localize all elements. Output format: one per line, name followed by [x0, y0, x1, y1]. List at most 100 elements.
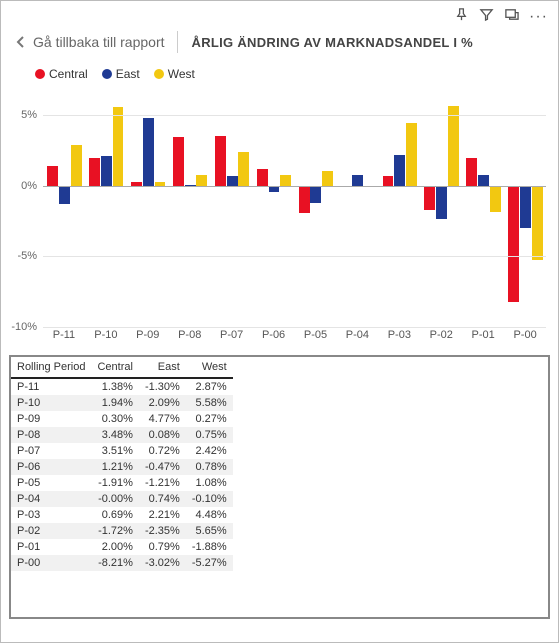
- bar-group: [504, 87, 546, 327]
- bar[interactable]: [59, 186, 70, 204]
- bar[interactable]: [143, 118, 154, 185]
- table-cell: P-11: [11, 378, 91, 395]
- bar[interactable]: [352, 175, 363, 185]
- table-cell: P-01: [11, 539, 91, 555]
- y-tick-label: -5%: [17, 250, 37, 262]
- table-row[interactable]: P-073.51%0.72%2.42%: [11, 443, 233, 459]
- bar[interactable]: [280, 175, 291, 186]
- x-tick-label: P-02: [420, 329, 462, 347]
- table-cell: -0.10%: [186, 491, 233, 507]
- table-cell: -1.21%: [139, 475, 186, 491]
- table-row[interactable]: P-083.48%0.08%0.75%: [11, 427, 233, 443]
- pin-icon[interactable]: [454, 7, 469, 27]
- table-row[interactable]: P-111.38%-1.30%2.87%: [11, 378, 233, 395]
- table-header-cell: Rolling Period: [11, 357, 91, 378]
- table-cell: 5.65%: [186, 523, 233, 539]
- x-tick-label: P-03: [378, 329, 420, 347]
- bar-group: [420, 87, 462, 327]
- bar-group: [43, 87, 85, 327]
- bar-group: [462, 87, 504, 327]
- bar[interactable]: [383, 176, 394, 186]
- more-icon[interactable]: ···: [529, 9, 548, 25]
- filter-icon[interactable]: [479, 7, 494, 27]
- bar[interactable]: [101, 156, 112, 186]
- table-row[interactable]: P-090.30%4.77%0.27%: [11, 411, 233, 427]
- bar[interactable]: [299, 186, 310, 213]
- table-cell: P-10: [11, 395, 91, 411]
- bar[interactable]: [257, 169, 268, 186]
- bar[interactable]: [322, 171, 333, 186]
- focus-icon[interactable]: [504, 7, 519, 27]
- table-row[interactable]: P-101.94%2.09%5.58%: [11, 395, 233, 411]
- gridline: [43, 256, 546, 257]
- legend-item[interactable]: East: [102, 67, 140, 81]
- table-row[interactable]: P-00-8.21%-3.02%-5.27%: [11, 555, 233, 571]
- bar[interactable]: [227, 176, 238, 186]
- bar[interactable]: [406, 123, 417, 186]
- x-tick-label: P-04: [336, 329, 378, 347]
- table-row[interactable]: P-04-0.00%0.74%-0.10%: [11, 491, 233, 507]
- table-row[interactable]: P-05-1.91%-1.21%1.08%: [11, 475, 233, 491]
- table-cell: -8.21%: [91, 555, 138, 571]
- gridline: [43, 115, 546, 116]
- bar-group: [169, 87, 211, 327]
- table-row[interactable]: P-02-1.72%-2.35%5.65%: [11, 523, 233, 539]
- back-button[interactable]: Gå tillbaka till rapport: [15, 34, 177, 50]
- table-row[interactable]: P-012.00%0.79%-1.88%: [11, 539, 233, 555]
- table-cell: 1.08%: [186, 475, 233, 491]
- table-cell: 5.58%: [186, 395, 233, 411]
- table-cell: 1.38%: [91, 378, 138, 395]
- bar[interactable]: [47, 166, 58, 185]
- table-cell: -3.02%: [139, 555, 186, 571]
- x-tick-label: P-00: [504, 329, 546, 347]
- bar[interactable]: [508, 186, 519, 302]
- bar[interactable]: [436, 186, 447, 219]
- table-cell: 0.30%: [91, 411, 138, 427]
- bar-groups: [43, 87, 546, 327]
- bar[interactable]: [448, 106, 459, 186]
- chevron-left-icon: [15, 36, 27, 48]
- table-header-cell: West: [186, 357, 233, 378]
- table-cell: 2.09%: [139, 395, 186, 411]
- bar[interactable]: [196, 175, 207, 186]
- bar[interactable]: [466, 158, 477, 186]
- legend-label: West: [168, 67, 195, 81]
- bar-chart: 5%0%-5%-10% P-11P-10P-09P-08P-07P-06P-05…: [7, 87, 546, 347]
- bar[interactable]: [71, 145, 82, 186]
- bar[interactable]: [173, 137, 184, 186]
- bar[interactable]: [310, 186, 321, 203]
- bar[interactable]: [520, 186, 531, 229]
- table-cell: 0.08%: [139, 427, 186, 443]
- table-cell: P-04: [11, 491, 91, 507]
- bar[interactable]: [532, 186, 543, 260]
- bar[interactable]: [478, 175, 489, 186]
- legend-item[interactable]: Central: [35, 67, 88, 81]
- bar-group: [211, 87, 253, 327]
- bar[interactable]: [490, 186, 501, 213]
- y-tick-label: 0%: [21, 180, 37, 192]
- table-header-cell: East: [139, 357, 186, 378]
- table-cell: 2.21%: [139, 507, 186, 523]
- bar[interactable]: [89, 158, 100, 185]
- table-cell: P-06: [11, 459, 91, 475]
- legend-item[interactable]: West: [154, 67, 195, 81]
- x-tick-label: P-11: [43, 329, 85, 347]
- y-tick-label: -10%: [11, 321, 37, 333]
- bar[interactable]: [424, 186, 435, 210]
- table-cell: 1.94%: [91, 395, 138, 411]
- back-label: Gå tillbaka till rapport: [33, 34, 165, 50]
- bar-group: [127, 87, 169, 327]
- table-cell: -5.27%: [186, 555, 233, 571]
- table-row[interactable]: P-030.69%2.21%4.48%: [11, 507, 233, 523]
- table-body: P-111.38%-1.30%2.87%P-101.94%2.09%5.58%P…: [11, 378, 233, 571]
- bar-group: [253, 87, 295, 327]
- bar[interactable]: [238, 152, 249, 186]
- bar[interactable]: [215, 136, 226, 186]
- bar[interactable]: [113, 107, 124, 186]
- table-cell: 3.51%: [91, 443, 138, 459]
- x-axis: P-11P-10P-09P-08P-07P-06P-05P-04P-03P-02…: [43, 329, 546, 347]
- table-row[interactable]: P-061.21%-0.47%0.78%: [11, 459, 233, 475]
- table-cell: -0.00%: [91, 491, 138, 507]
- bar-group: [336, 87, 378, 327]
- bar[interactable]: [394, 155, 405, 186]
